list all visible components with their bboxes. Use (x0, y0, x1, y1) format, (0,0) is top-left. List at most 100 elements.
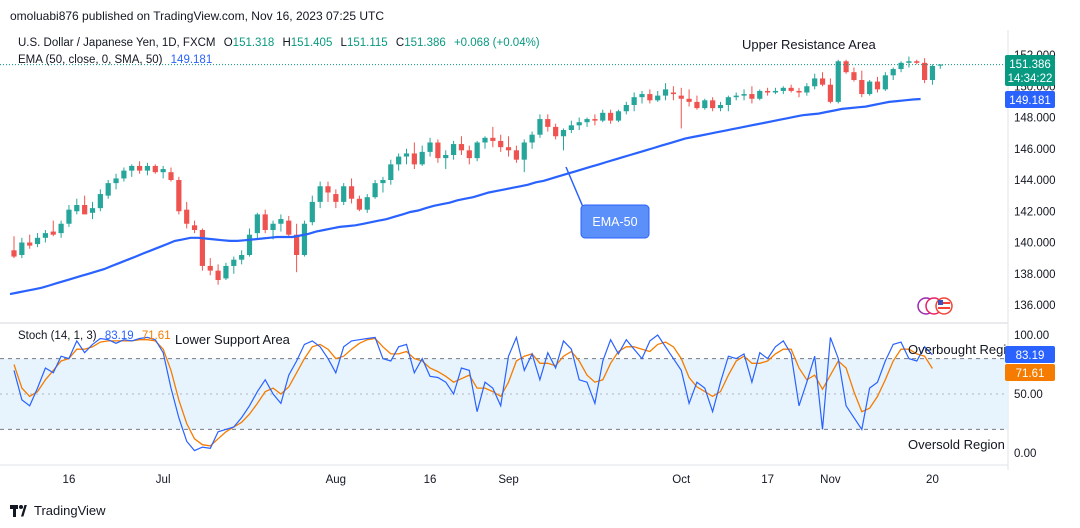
candle-body (89, 208, 96, 213)
candle-body (702, 100, 708, 109)
candle-body (388, 164, 394, 180)
candle-body (19, 242, 25, 255)
candle-body (662, 89, 669, 96)
candle-body (568, 125, 574, 130)
candle-body (231, 259, 237, 266)
candle-body (553, 126, 559, 137)
price-axis: 152.000150.000148.000146.000144.000142.0… (1014, 50, 1056, 312)
candle-body (215, 270, 221, 280)
candle-body (874, 81, 881, 90)
candle-body (309, 201, 315, 223)
candle-body (184, 209, 190, 224)
candle-body (474, 142, 480, 159)
candle-body (780, 87, 786, 91)
time-tick-label: Aug (326, 474, 346, 486)
oversold-label: Oversold Region (908, 437, 1005, 452)
svg-text:71.61: 71.61 (1016, 368, 1045, 380)
candle-body (27, 242, 33, 246)
candle-body (741, 94, 747, 96)
candle-body (631, 97, 637, 105)
candle-body (411, 153, 417, 165)
candle-body (600, 112, 606, 121)
svg-text:14:34:22: 14:34:22 (1008, 73, 1053, 85)
candle-body (419, 151, 425, 165)
candle-body (97, 194, 103, 209)
stoch-axis: 100.00 50.00 0.00 (1014, 330, 1049, 460)
price-tick-label: 138.000 (1014, 269, 1056, 281)
candle-body (788, 87, 794, 91)
candle-body (733, 95, 739, 98)
price-tick-label: 148.000 (1014, 113, 1056, 125)
candle-body (584, 119, 590, 123)
candle-body (152, 165, 158, 173)
candle-body (906, 61, 912, 63)
candle-body (341, 186, 347, 202)
stoch-legend: Stoch (14, 1, 3) 83.19 71.61 (18, 330, 171, 342)
symbol-legend: U.S. Dollar / Japanese Yen, 1D, FXCM O15… (18, 37, 540, 49)
time-axis: 16 Jul Aug 16 Sep Oct 17 Nov 20 (63, 474, 939, 486)
candle-body (678, 95, 684, 99)
candle-body (608, 112, 614, 121)
svg-text:149.181: 149.181 (1009, 95, 1051, 107)
candle-body (325, 186, 331, 193)
stoch-tick-label: 50.00 (1014, 389, 1043, 401)
candle-body (812, 78, 818, 87)
candle-body (670, 92, 676, 95)
last-price-label: 151.386 14:34:22 (1005, 55, 1055, 86)
candle-body (74, 205, 80, 212)
candle-body (922, 62, 928, 80)
stoch-tick-label: 0.00 (1014, 448, 1036, 460)
publish-info: omoluabi876 published on TradingView.com… (10, 9, 385, 23)
candle-body (498, 140, 504, 148)
candle-body (710, 100, 716, 109)
ema-50-line (9, 97, 921, 296)
candle-body (364, 197, 370, 210)
brand-name: TradingView (34, 503, 106, 518)
price-tick-label: 146.000 (1014, 144, 1056, 156)
candle-body (867, 81, 873, 95)
stoch-d-label: 71.61 (1005, 364, 1055, 381)
price-tick-label: 136.000 (1014, 300, 1056, 312)
time-tick-label: Jul (156, 474, 171, 486)
candle-body (765, 90, 771, 93)
candle-body (286, 220, 292, 235)
candle-body (639, 94, 645, 98)
ema-callout: EMA-50 (565, 166, 650, 239)
time-tick-label: Nov (820, 474, 841, 486)
stoch-d-line (13, 337, 933, 447)
candle-body (278, 219, 284, 224)
stoch-k-label: 83.19 (1005, 346, 1055, 363)
candle-body (176, 180, 182, 212)
tradingview-logo-icon (10, 504, 28, 517)
candle-body (301, 223, 308, 255)
candle-body (239, 255, 245, 260)
candle-body (937, 64, 943, 66)
candle-body (105, 183, 111, 196)
candle-body (443, 155, 449, 159)
events-flag-icon[interactable] (917, 297, 953, 315)
candle-body (898, 62, 904, 70)
candle-body (819, 78, 826, 85)
footer-brand[interactable]: TradingView (10, 503, 106, 518)
time-tick-label: Oct (672, 474, 691, 486)
candle-body (835, 61, 841, 102)
stoch-tick-label: 100.00 (1014, 330, 1049, 342)
candle-body (294, 234, 300, 255)
candle-body (137, 165, 143, 171)
candle-body (246, 234, 253, 255)
candle-body (576, 122, 582, 126)
candle-body (615, 111, 622, 121)
candle-body (694, 101, 700, 109)
time-tick-label: 16 (424, 474, 437, 486)
candle-body (160, 169, 166, 173)
candle-body (545, 119, 551, 127)
candle-body (513, 150, 519, 160)
candle-body (427, 142, 433, 152)
candle-body (537, 119, 543, 135)
candle-body (804, 86, 810, 93)
candle-body (482, 137, 488, 143)
candle-body (191, 225, 198, 230)
candle-body (859, 80, 865, 95)
candle-body (199, 230, 205, 266)
